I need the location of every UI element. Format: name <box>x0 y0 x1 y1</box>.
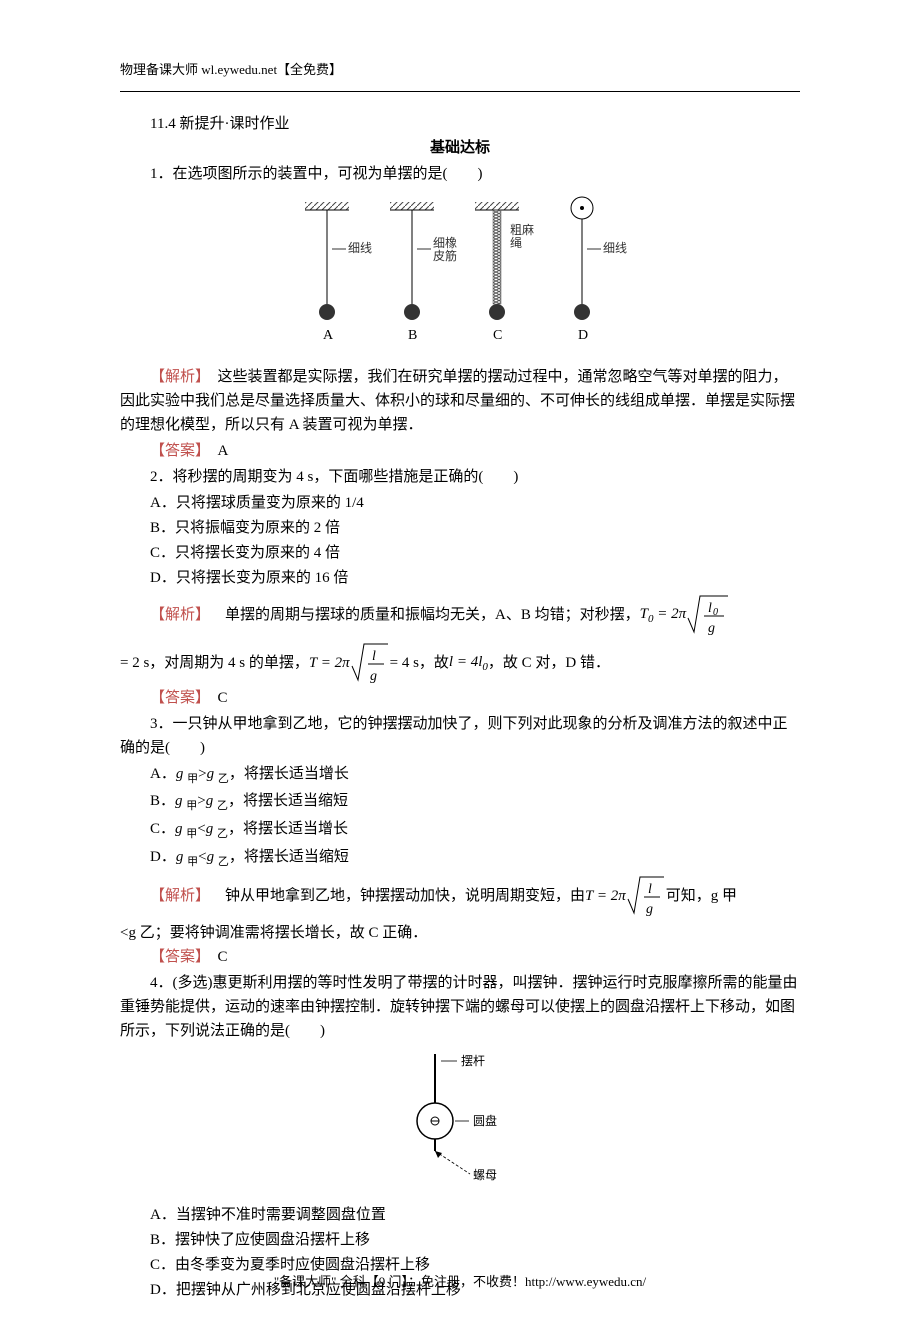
q2-answer: 【答案】 C <box>120 686 800 710</box>
q3-analysis-line2: <g 乙；要将钟调准需将摆长增长，故 C 正确． <box>120 921 800 945</box>
pendulum-label-c: C <box>493 328 502 343</box>
svg-text:g: g <box>708 621 715 636</box>
pendulum-svg: 细线 A 细橡 皮筋 B 粗麻 绳 C <box>290 194 630 349</box>
q2-opt-d: D．只将摆长变为原来的 16 倍 <box>120 566 800 590</box>
clock-nut-label: 螺母 <box>473 1168 497 1182</box>
answer-tag: 【答案】 <box>150 948 203 965</box>
clock-svg: 摆杆 圆盘 螺母 <box>375 1049 545 1189</box>
q2-opt-b: B．只将振幅变为原来的 2 倍 <box>120 516 800 540</box>
document-page: 物理备课大师 wl.eywedu.net【全免费】 11.4 新提升·课时作业 … <box>0 0 920 1343</box>
answer-tag: 【答案】 <box>150 442 203 459</box>
q3-opt-c: C．g 甲<g 乙，将摆长适当增长 <box>120 817 800 844</box>
page-footer: "备课大师" 全科【9 门】：免注册，不收费！http://www.eywedu… <box>0 1272 920 1293</box>
label-b-line1: 细橡 <box>433 236 457 250</box>
clock-disk-label: 圆盘 <box>473 1113 497 1128</box>
pendulum-label-d: D <box>578 328 588 343</box>
q2-analysis-a: 单摆的周期与摆球的质量和振幅均无关，A、B 均错；对秒摆， <box>210 603 640 627</box>
q2-analysis-line2: = 2 s，对周期为 4 s 的单摆， T = 2π l g = 4 s，故 l… <box>120 640 800 686</box>
svg-text:l: l <box>372 649 376 664</box>
pendulum-label-a: A <box>323 328 334 343</box>
svg-text:l: l <box>648 882 652 897</box>
svg-text:l: l <box>708 601 712 616</box>
q1-analysis: 【解析】 这些装置都是实际摆，我们在研究单摆的摆动过程中，通常忽略空气等对单摆的… <box>120 365 800 437</box>
q2-opt-c: C．只将摆长变为原来的 4 倍 <box>120 541 800 565</box>
pendulum-b: 细橡 皮筋 B <box>390 202 457 343</box>
label-c-line2: 绳 <box>510 236 522 250</box>
q1-answer-text: A <box>203 443 229 459</box>
q3-stem: 3．一只钟从甲地拿到乙地，它的钟摆摆动加快了，则下列对此现象的分析及调准方法的叙… <box>120 712 800 760</box>
q1-analysis-text: 这些装置都是实际摆，我们在研究单摆的摆动过程中，通常忽略空气等对单摆的阻力，因此… <box>120 369 795 433</box>
q3-analysis-b: 可知，g 甲 <box>666 884 737 908</box>
q4-stem: 4．(多选)惠更斯利用摆的等时性发明了带摆的计时器，叫摆钟．摆钟运行时克服摩擦所… <box>120 971 800 1043</box>
q2-T0: T0 = 2π <box>640 602 686 629</box>
sqrt-l0-over-g-icon: l 0 g <box>686 592 730 638</box>
q2-analysis: 【解析】 单摆的周期与摆球的质量和振幅均无关，A、B 均错；对秒摆， T0 = … <box>120 592 800 638</box>
q2-analysis-d: ，故 C 对，D 错． <box>488 651 610 675</box>
q1-answer: 【答案】 A <box>120 439 800 463</box>
q3-answer: 【答案】 C <box>120 945 800 969</box>
header-text: 物理备课大师 wl.eywedu.net【全免费】 <box>120 62 342 77</box>
section-subtitle: 基础达标 <box>120 136 800 160</box>
q2-answer-text: C <box>203 690 228 706</box>
q3-analysis-a: 钟从甲地拿到乙地，钟摆摆动加快，说明周期变短，由 <box>210 884 585 908</box>
label-b-line2: 皮筋 <box>433 248 457 263</box>
q1-figure: 细线 A 细橡 皮筋 B 粗麻 绳 C <box>120 194 800 357</box>
q2-stem: 2．将秒摆的周期变为 4 s，下面哪些措施是正确的( ) <box>120 465 800 489</box>
q2-l-eq: l = 4l0 <box>449 650 488 677</box>
q4-figure: 摆杆 圆盘 螺母 <box>120 1049 800 1197</box>
analysis-tag: 【解析】 <box>150 884 210 908</box>
header-rule <box>120 91 800 92</box>
q3-answer-text: C <box>203 949 228 965</box>
q2-analysis-c: = 4 s，故 <box>390 651 449 675</box>
sqrt-l-over-g-icon: l g <box>626 873 666 919</box>
svg-text:g: g <box>646 902 653 917</box>
section-title: 11.4 新提升·课时作业 <box>120 112 800 136</box>
q4-opt-b: B．摆钟快了应使圆盘沿摆杆上移 <box>120 1228 800 1252</box>
label-a-line: 细线 <box>348 241 372 255</box>
q2-opt-a: A．只将摆球质量变为原来的 1/4 <box>120 491 800 515</box>
pendulum-c: 粗麻 绳 C <box>475 202 534 343</box>
q3-opt-a: A．g 甲>g 乙，将摆长适当增长 <box>120 762 800 789</box>
sqrt-l-over-g-icon: l g <box>350 640 390 686</box>
analysis-tag: 【解析】 <box>150 603 210 627</box>
q3-opt-d: D．g 甲<g 乙，将摆长适当缩短 <box>120 845 800 872</box>
q3-analysis: 【解析】 钟从甲地拿到乙地，钟摆摆动加快，说明周期变短，由 T = 2π l g… <box>120 873 800 919</box>
q2-T: T = 2π <box>309 651 350 675</box>
pendulum-a: 细线 A <box>305 202 372 343</box>
page-header: 物理备课大师 wl.eywedu.net【全免费】 <box>120 60 800 81</box>
label-d-line: 细线 <box>603 241 627 255</box>
answer-tag: 【答案】 <box>150 689 203 706</box>
pendulum-label-b: B <box>408 328 417 343</box>
pendulum-d: 细线 D <box>571 197 627 343</box>
label-c-line1: 粗麻 <box>510 222 534 237</box>
q1-stem: 1．在选项图所示的装置中，可视为单摆的是( ) <box>120 162 800 186</box>
q3-T: T = 2π <box>585 884 626 908</box>
q3-opt-b: B．g 甲>g 乙，将摆长适当缩短 <box>120 789 800 816</box>
q2-analysis-b: = 2 s，对周期为 4 s 的单摆， <box>120 651 309 675</box>
clock-rod-label: 摆杆 <box>461 1054 485 1068</box>
analysis-tag: 【解析】 <box>150 368 203 385</box>
q4-opt-a: A．当摆钟不准时需要调整圆盘位置 <box>120 1203 800 1227</box>
footer-text: "备课大师" 全科【9 门】：免注册，不收费！http://www.eywedu… <box>274 1274 646 1289</box>
svg-text:g: g <box>370 669 377 684</box>
